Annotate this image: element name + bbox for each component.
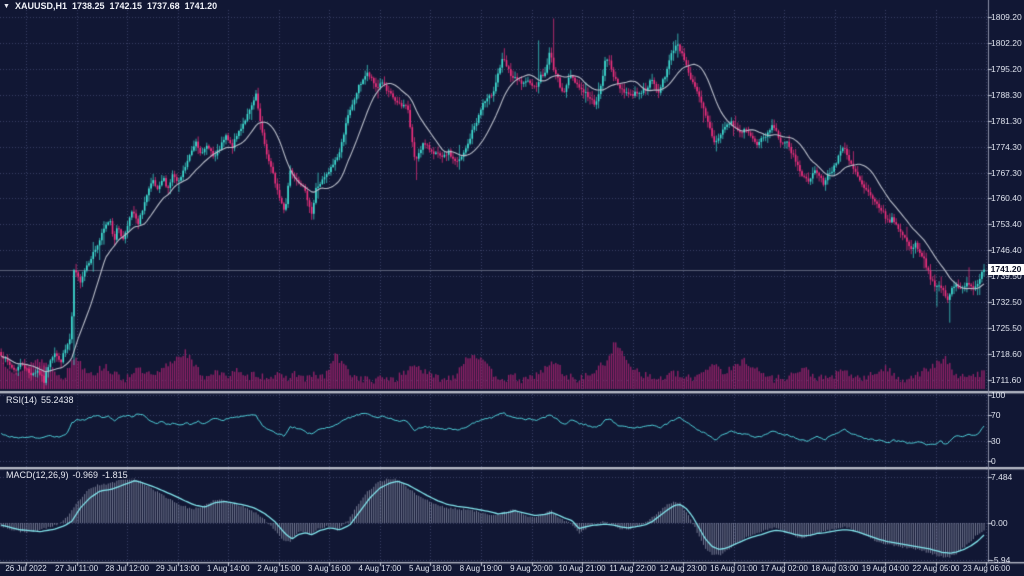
ohlc-low: 1737.68 — [147, 1, 180, 11]
macd-indicator-label: MACD(12,26,9) -0.969 -1.815 — [4, 470, 134, 480]
macd-main-value: -0.969 — [72, 470, 99, 480]
rsi-indicator-label: RSI(14) 55.2438 — [4, 395, 80, 405]
ohlc-close: 1741.20 — [184, 1, 218, 11]
time-axis[interactable] — [0, 562, 1024, 576]
price-axis[interactable] — [988, 0, 1024, 562]
symbol-ohlc-bar: ▼ XAUUSD,H1 1738.25 1742.15 1737.68 1741… — [3, 1, 217, 11]
symbol-label: XAUUSD,H1 — [14, 1, 67, 11]
ohlc-open: 1738.25 — [71, 1, 105, 11]
ohlc-high: 1742.15 — [109, 1, 143, 11]
rsi-value: 55.2438 — [41, 395, 74, 405]
rsi-name: RSI(14) — [6, 395, 38, 405]
symbol-dropdown-icon[interactable]: ▼ — [3, 2, 10, 10]
current-price-badge: 1741.20 — [988, 264, 1024, 276]
macd-signal-value: -1.815 — [102, 470, 128, 480]
macd-name: MACD(12,26,9) — [6, 470, 69, 480]
